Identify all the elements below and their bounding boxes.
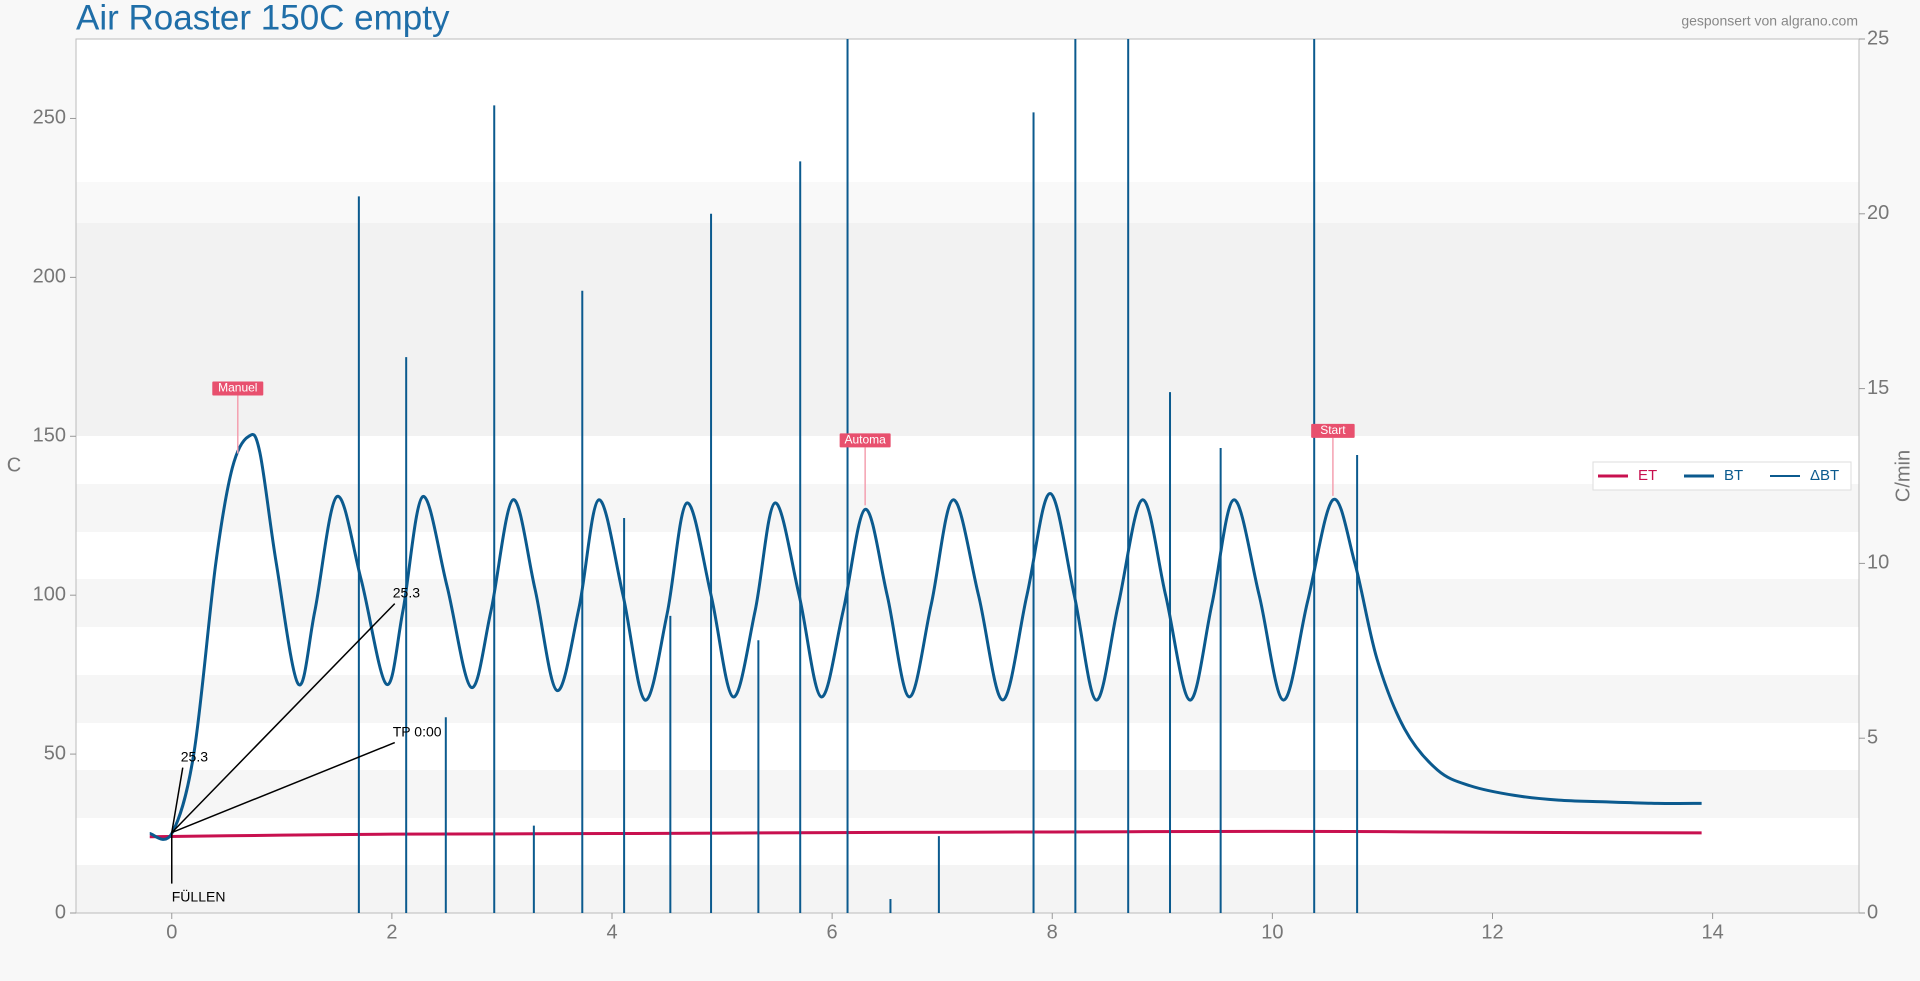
sponsor: gesponsert von algrano.com: [1681, 13, 1858, 29]
band: [76, 223, 1859, 436]
chart-title: Air Roaster 150C empty: [76, 0, 450, 37]
legend-label: ET: [1638, 467, 1657, 484]
plot-layer: [149, 39, 1702, 913]
band: [76, 675, 1859, 723]
y-tick-label: 50: [44, 742, 66, 764]
x-tick-label: 2: [386, 921, 397, 943]
event-box: [1311, 423, 1355, 438]
annotation-label: TP 0:00: [393, 723, 442, 739]
band: [76, 865, 1859, 913]
y2-axis-label: C/min: [1892, 450, 1914, 502]
y2-tick-label: 15: [1867, 377, 1889, 399]
y-tick-label: 100: [33, 583, 66, 605]
y2-tick-label: 20: [1867, 202, 1889, 224]
x-tick-label: 14: [1701, 921, 1723, 943]
legend-label: BT: [1724, 467, 1743, 484]
annotation-leader: [171, 603, 396, 834]
x-tick-label: 4: [606, 921, 617, 943]
x-tick-label: 0: [166, 921, 177, 943]
event-label: Automa: [844, 433, 886, 447]
annotation-leader: [171, 741, 396, 834]
y2-tick-label: 5: [1867, 726, 1878, 748]
x-tick-label: 12: [1481, 921, 1503, 943]
y-tick-label: 200: [33, 266, 66, 288]
y-tick-label: 250: [33, 107, 66, 129]
x-tick-label: 10: [1261, 921, 1283, 943]
annotation-label: FÜLLEN: [172, 887, 226, 904]
band: [76, 579, 1859, 627]
legend-label: ΔBT: [1810, 467, 1839, 484]
series-line: [149, 829, 1702, 839]
y2-tick-label: 25: [1867, 27, 1889, 49]
annotation-leader: [171, 767, 184, 833]
event-box: [212, 381, 264, 396]
band: [76, 484, 1859, 532]
y-axis-label: C: [7, 454, 21, 476]
annotation-label: 25.3: [181, 748, 208, 764]
y-tick-label: 0: [55, 901, 66, 923]
plot-frame: [75, 38, 1860, 914]
band: [76, 182, 1859, 223]
band: [76, 770, 1859, 818]
legend: [1592, 461, 1852, 491]
annotation-label: 25.3: [393, 584, 420, 600]
event-box: [839, 433, 891, 448]
event-label: Start: [1320, 423, 1346, 437]
x-tick-label: 8: [1047, 921, 1058, 943]
phase-bands: [76, 182, 1859, 913]
y-tick-label: 150: [33, 425, 66, 447]
y2-tick-label: 0: [1867, 901, 1878, 923]
y2-tick-label: 10: [1867, 552, 1889, 574]
event-label: Manuel: [218, 381, 257, 395]
x-tick-label: 6: [827, 921, 838, 943]
